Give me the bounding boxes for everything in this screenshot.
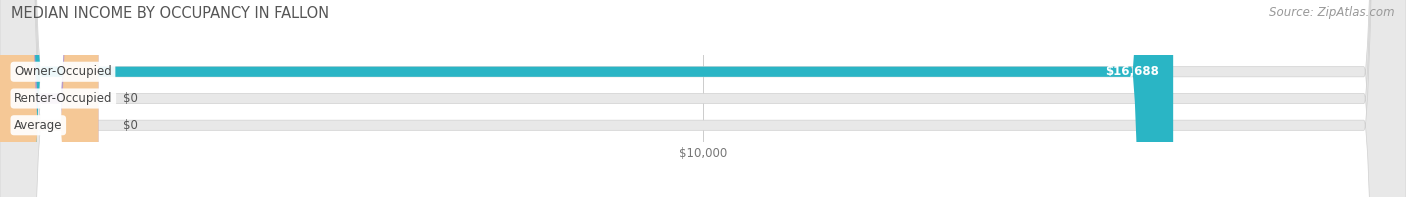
Text: MEDIAN INCOME BY OCCUPANCY IN FALLON: MEDIAN INCOME BY OCCUPANCY IN FALLON	[11, 6, 329, 21]
Text: Source: ZipAtlas.com: Source: ZipAtlas.com	[1270, 6, 1395, 19]
Text: $16,688: $16,688	[1105, 65, 1159, 78]
FancyBboxPatch shape	[0, 0, 98, 197]
Text: Renter-Occupied: Renter-Occupied	[14, 92, 112, 105]
Text: Average: Average	[14, 119, 62, 132]
Text: $0: $0	[124, 119, 138, 132]
FancyBboxPatch shape	[0, 0, 98, 197]
FancyBboxPatch shape	[0, 0, 1173, 197]
Text: Owner-Occupied: Owner-Occupied	[14, 65, 112, 78]
Text: $0: $0	[124, 92, 138, 105]
